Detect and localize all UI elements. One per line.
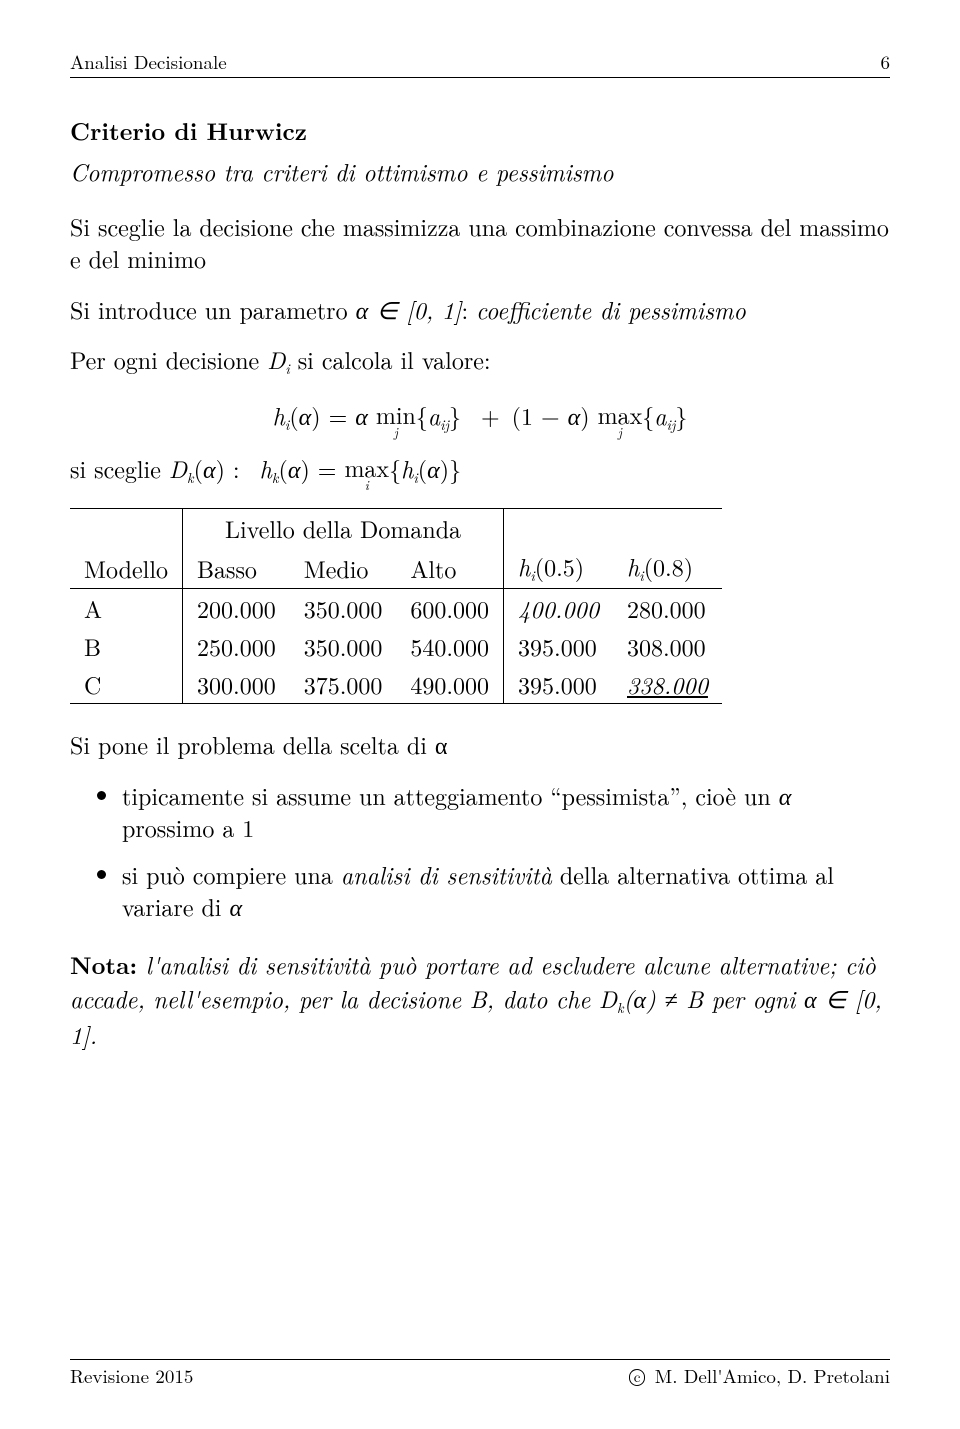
p2-ital: coefficiente di pessimismo (476, 292, 746, 326)
p3-prefix: Per ogni decisione (70, 342, 267, 376)
nota: Nota: l'analisi di sensitività può porta… (70, 948, 890, 1050)
running-head-page: 6 (880, 48, 890, 75)
paragraph-5: Si pone il problema della scelta di α (70, 728, 890, 760)
section-title: Criterio di Hurwicz (70, 114, 890, 148)
p3-var: D (267, 342, 285, 376)
p3-suffix: si calcola il valore: (290, 342, 491, 376)
paragraph-3: Per ogni decisione Di si calcola il valo… (70, 343, 890, 379)
footer: Revisione 2015 c M. Dell'Amico, D. Preto… (70, 1359, 890, 1389)
footer-left: Revisione 2015 (70, 1362, 193, 1389)
running-head-left: Analisi Decisionale (70, 48, 227, 75)
paragraph-1: Si sceglie la decisione che massimizza u… (70, 210, 890, 275)
nota-label: Nota: (70, 948, 137, 982)
th-mid: Medio (290, 547, 397, 589)
th-model: Modello (70, 547, 183, 589)
th-high: Alto (396, 547, 503, 589)
running-head: Analisi Decisionale 6 (70, 48, 890, 78)
p2-prefix: Si introduce un parametro (70, 292, 356, 326)
p2-suffix: : (462, 292, 477, 326)
equation-hi: hi(α) = α minj{aij} + (1 − α) maxj{aij} (70, 398, 890, 438)
th-h08: hi(0.8) (613, 547, 722, 589)
th-h05: hi(0.5) (504, 547, 613, 589)
th-low: Basso (183, 547, 290, 589)
table-row: C300.000375.000490.000395.000338.000 (70, 665, 722, 704)
section-subtitle: Compromesso tra criteri di ottimismo e p… (70, 154, 890, 188)
footer-right: c M. Dell'Amico, D. Pretolani (629, 1362, 890, 1389)
p4-prefix: si sceglie (70, 451, 169, 485)
bullet-list: tipicamente si assume un atteggiamento “… (70, 779, 890, 923)
bullet-2: si può compiere una analisi di sensitivi… (122, 858, 890, 923)
table-group-header: Livello della Domanda (183, 509, 504, 548)
paragraph-2: Si introduce un parametro α ∈ [0, 1]: co… (70, 293, 890, 325)
p2-math: α ∈ [0, 1] (356, 292, 462, 326)
paragraph-4: si sceglie Dk(α) : hk(α) = maxi{hi(α)} (70, 452, 890, 491)
table-row: A200.000350.000600.000400.000280.000 (70, 589, 722, 628)
hurwicz-table: Livello della Domanda Modello Basso Medi… (70, 508, 722, 704)
table-row: B250.000350.000540.000395.000308.000 (70, 627, 722, 665)
bullet-1: tipicamente si assume un atteggiamento “… (122, 779, 890, 844)
